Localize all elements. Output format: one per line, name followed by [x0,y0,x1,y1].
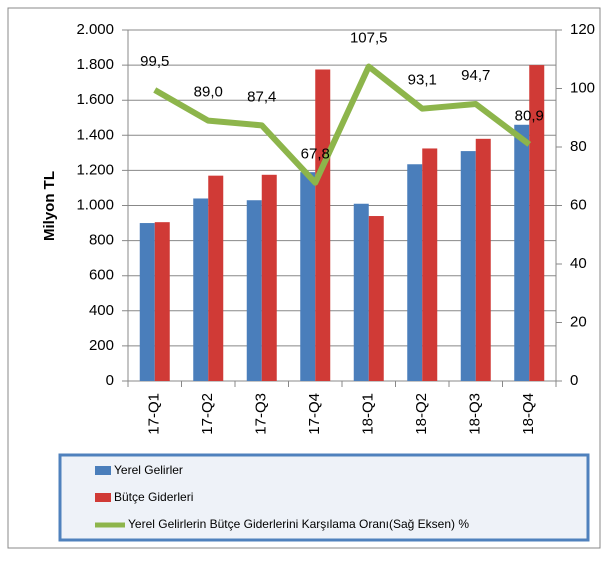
y-tick-label: 1.800 [76,56,114,73]
y-tick-label: 600 [89,267,114,284]
x-tick-label: 18-Q4 [520,393,537,435]
legend-swatch [95,493,111,502]
data-label: 89,0 [194,84,223,101]
bar [529,65,545,381]
x-tick-label: 17-Q3 [253,393,270,435]
y2-tick-label: 80 [570,138,587,155]
x-tick-label: 17-Q4 [306,393,323,435]
bar [514,124,530,382]
y-tick-label: 400 [89,302,114,319]
y-tick-label: 1.200 [76,161,114,178]
legend-label: Yerel Gelirler [114,463,183,477]
bar [300,172,316,381]
y-tick-label: 1.600 [76,91,114,108]
legend-label: Bütçe Giderleri [114,490,193,504]
data-label: 67,8 [301,146,330,163]
y-axis-title: Milyon TL [41,171,58,241]
y-tick-label: 0 [106,372,114,389]
data-label: 87,4 [247,88,276,105]
bar [208,175,224,381]
data-label: 94,7 [461,67,490,84]
y2-tick-label: 20 [570,313,587,330]
y-tick-label: 200 [89,337,114,354]
bar [422,148,438,381]
bar [246,200,262,381]
bar [353,203,369,381]
line [153,63,532,186]
y2-tick-label: 100 [570,79,595,96]
data-label: 93,1 [408,72,437,89]
data-label: 80,9 [515,107,544,124]
x-tick-label: 18-Q2 [413,393,430,435]
bar [460,151,476,381]
data-label: 107,5 [350,30,388,47]
x-tick-label: 18-Q3 [467,393,484,435]
y-tick-label: 2.000 [76,21,114,38]
bar [315,69,331,382]
legend-swatch [95,466,111,475]
y2-tick-label: 0 [570,372,578,389]
bar [261,174,277,381]
bar [154,222,170,381]
y2-tick-label: 60 [570,196,587,213]
bar [475,138,491,381]
data-label: 99,5 [140,53,169,70]
y-tick-label: 1.400 [76,126,114,143]
legend [58,453,590,542]
x-tick-label: 17-Q2 [199,393,216,435]
legend-label: Yerel Gelirlerin Bütçe Giderlerini Karşı… [128,517,469,531]
y-tick-label: 800 [89,232,114,249]
bar [407,164,423,381]
bar [193,198,209,381]
y2-tick-label: 120 [570,21,595,38]
y2-tick-label: 40 [570,255,587,272]
bar [139,223,155,381]
x-tick-label: 18-Q1 [360,393,377,435]
bar [368,216,384,381]
y-tick-label: 1.000 [76,196,114,213]
x-tick-label: 17-Q1 [146,393,163,435]
